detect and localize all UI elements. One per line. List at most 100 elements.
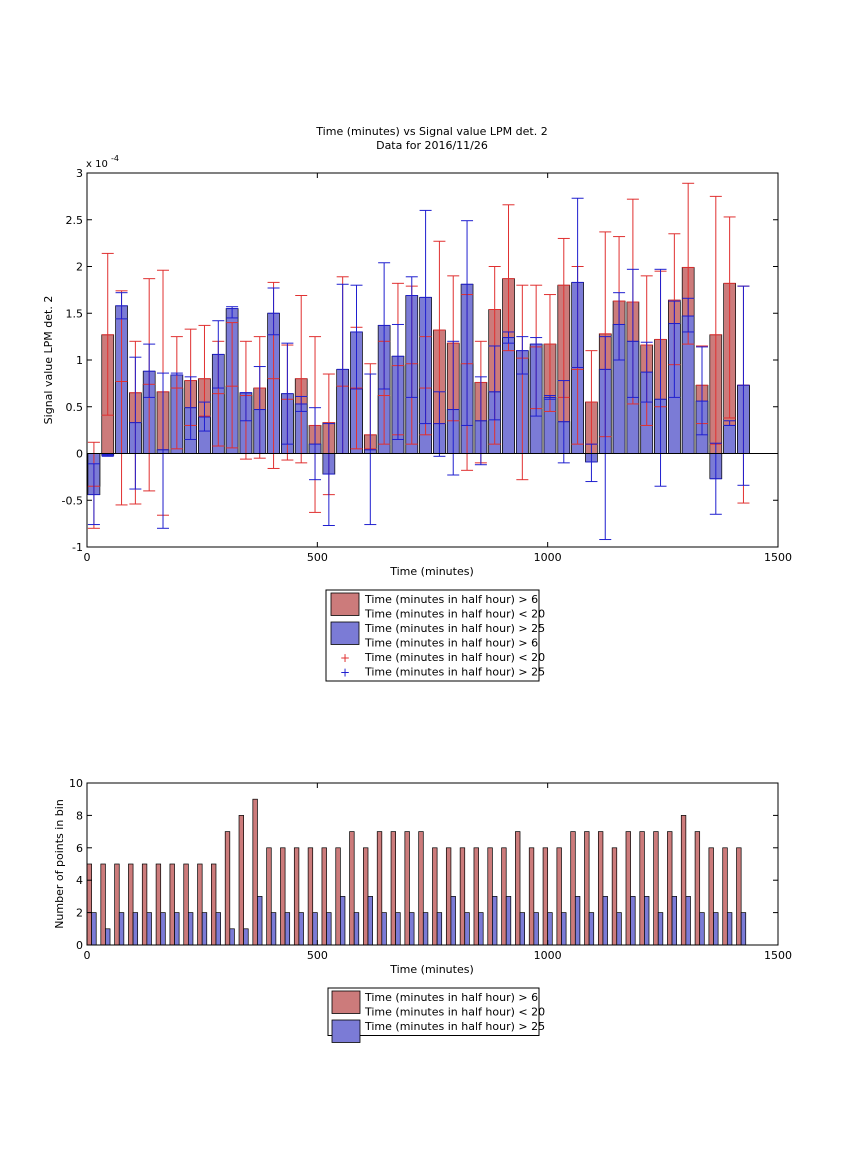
x-tick-label: 500 [307, 551, 328, 564]
errorbar-blue [502, 331, 515, 344]
count-bar-blue [671, 896, 678, 946]
count-bar-blue [616, 912, 622, 946]
count-bar-blue [602, 896, 608, 946]
count-bar-red [335, 847, 341, 946]
count-bar-blue [519, 912, 525, 946]
count-bar-blue [381, 912, 387, 946]
count-bar-red [736, 847, 742, 946]
bar-blue [723, 425, 736, 454]
count-bar-red [418, 831, 424, 946]
count-bar-red [667, 831, 673, 946]
errorbar-red [295, 294, 308, 464]
y-tick-label: 8 [76, 809, 83, 822]
errorbar-red [543, 294, 556, 412]
count-bar-blue [409, 912, 415, 946]
count-bar-red [224, 831, 231, 946]
errorbar-blue [585, 443, 598, 483]
errorbar-blue [474, 376, 487, 466]
errorbar-blue [143, 343, 156, 398]
errorbar-blue [239, 392, 252, 422]
x-tick-label: 0 [84, 949, 91, 962]
count-bar-blue [395, 912, 401, 946]
errorbar-blue [737, 285, 750, 486]
count-bar-blue [547, 912, 553, 946]
count-bar-blue [740, 912, 747, 946]
count-bar-red [473, 847, 479, 946]
count-bar-blue [422, 912, 429, 946]
count-bar-blue [699, 912, 705, 946]
legend-label: Time (minutes in half hour) > 25 [364, 622, 545, 635]
count-bar-red [459, 847, 466, 946]
count-bar-blue [561, 912, 567, 946]
y-tick-label: 2 [76, 907, 83, 920]
count-bar-red [528, 847, 535, 946]
count-bar-red [86, 863, 92, 946]
count-bar-blue [132, 912, 139, 946]
y-axis-label: Number of points in bin [53, 799, 66, 929]
count-bar-blue [478, 912, 484, 946]
count-bar-red [404, 831, 410, 946]
bar-blue [502, 337, 515, 454]
count-bar-blue [657, 912, 664, 946]
legend-swatch-blue [331, 1019, 361, 1043]
count-bar-blue [630, 896, 636, 946]
count-bar-blue [644, 896, 650, 946]
count-bar-blue [215, 912, 221, 946]
legend-label: Time (minutes in half hour) > 25 [364, 1020, 545, 1033]
y-exponent-power: -4 [111, 154, 119, 163]
errorbar-blue [267, 287, 280, 336]
count-bar-blue [105, 928, 111, 946]
errorbar-blue [723, 420, 736, 426]
signal-chart: Time (minutes) vs Signal value LPM det. … [42, 125, 792, 682]
count-bar-blue [713, 912, 719, 946]
chart-subtitle: Data for 2016/11/26 [376, 139, 488, 152]
x-axis-label: Time (minutes) [389, 565, 474, 578]
errorbar-blue [364, 373, 377, 526]
count-bar-blue [326, 912, 332, 946]
count-bar-red [570, 831, 576, 946]
count-chart: 0 500 1000 1500 0 2 4 6 8 10 Time (minutes) Numbe… [53, 777, 792, 1043]
count-bar-blue [450, 896, 456, 946]
count-bar-red [708, 847, 714, 946]
errorbar-blue [184, 376, 197, 440]
count-bar-red [169, 863, 175, 946]
count-bar-red [515, 831, 521, 946]
count-bar-blue [492, 896, 498, 946]
errorbar-blue [571, 197, 584, 368]
legend-label: Time (minutes in half hour) > 6 [364, 593, 538, 606]
errorbar-blue [157, 372, 170, 529]
errorbar-red [115, 290, 128, 506]
count-bar-red [252, 798, 258, 946]
count-bar-blue [312, 912, 318, 946]
errorbar-blue [640, 341, 653, 403]
legend-label: Time (minutes in half hour) > 6 [364, 637, 538, 650]
count-bar-blue [160, 912, 166, 946]
x-tick-label: 1500 [764, 949, 792, 962]
count-bar-blue [505, 896, 512, 946]
count-bar-blue [118, 912, 125, 946]
count-bar-red [211, 863, 217, 946]
legend: Time (minutes in half hour) > 6 Time (min… [327, 987, 545, 1043]
count-bar-blue [464, 912, 470, 946]
errorbar-blue [668, 300, 681, 398]
count-bar-blue [436, 912, 443, 946]
errorbar-blue [543, 395, 556, 400]
count-bar-red [128, 863, 134, 946]
x-tick-label: 1500 [764, 551, 792, 564]
ticks-layer: 0 500 1000 1500 0 2 4 6 8 10 [69, 777, 792, 962]
count-bar-red [432, 847, 438, 946]
count-bar-red [293, 847, 300, 946]
y-tick-label: 2 [76, 261, 83, 274]
count-bar-red [307, 847, 314, 946]
y-tick-label: 2.5 [66, 214, 84, 227]
count-bar-red [653, 831, 659, 946]
errorbar-blue [226, 306, 239, 319]
count-bar-blue [243, 928, 249, 946]
count-bar-red [445, 847, 452, 946]
count-bar-red [487, 847, 493, 946]
errorbar-blue [682, 297, 695, 333]
errorbar-blue [613, 292, 626, 361]
axes-box [86, 782, 779, 946]
y-tick-label: 0.5 [66, 401, 84, 414]
